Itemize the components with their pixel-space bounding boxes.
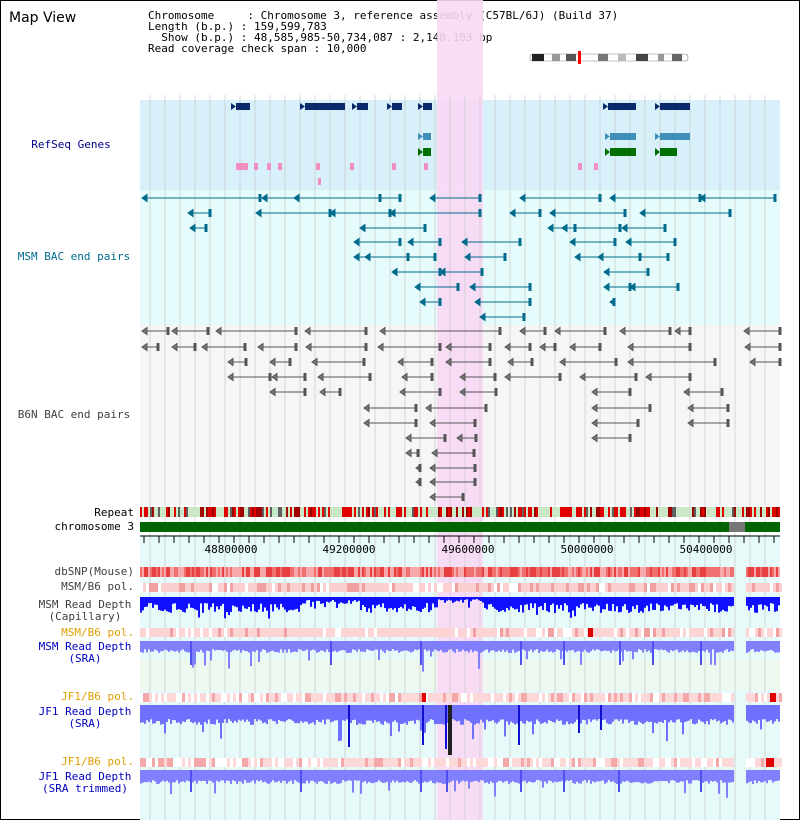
repeat-track: [140, 507, 780, 517]
refseq-genes-label[interactable]: RefSeq Genes: [31, 138, 111, 151]
position-axis: 48800000 49200000 49600000 50000000 50400000: [140, 535, 780, 556]
length-info: Length (b.p.) : 159,599,783: [148, 20, 327, 33]
chromosome-gap: [729, 522, 745, 532]
jf1-read-depth-trimmed: [140, 770, 780, 798]
axis-tick-label: 49200000: [323, 543, 376, 556]
repeat-label: Repeat: [94, 506, 134, 519]
msm-read-depth-sra: [140, 641, 780, 672]
msm-b6-pol-track: [140, 583, 782, 592]
msm-read-depth-capillary: [140, 597, 780, 619]
msm-b6-pol-sra-track: [140, 628, 782, 637]
jf1-b6-pol-track: [140, 693, 782, 702]
jf1-read-depth-sra: [140, 705, 780, 749]
dbsnp-label[interactable]: dbSNP(Mouse): [54, 565, 134, 578]
pol-hotspot: [588, 628, 593, 637]
jf1-depth-peak: [448, 705, 452, 755]
current-position-marker: [578, 51, 581, 64]
msm-bac-pairs: [141, 193, 777, 322]
coverage-span-info: Read coverage check span : 10,000: [148, 42, 367, 55]
selected-region-highlight: [437, 0, 483, 820]
region-info: Chromosome : Chromosome 3, reference ass…: [148, 10, 618, 54]
axis-tick-label: 49600000: [442, 543, 495, 556]
msm-bac-end-pairs-label[interactable]: MSM BAC end pairs: [17, 250, 131, 263]
page-title: Map View: [9, 10, 77, 26]
chromosome-ideogram: [529, 51, 689, 64]
chromosome-bar: [140, 522, 780, 532]
dbsnp-track: [140, 567, 780, 577]
jf1-read-depth-sra-label[interactable]: JF1 Read Depth (SRA): [38, 705, 132, 730]
jf1-b6-pol-trimmed-label[interactable]: JF1/B6 pol.: [61, 755, 134, 768]
msm-b6-pol-label[interactable]: MSM/B6 pol.: [61, 580, 134, 593]
msm-read-depth-sra-label[interactable]: MSM Read Depth (SRA): [38, 640, 132, 665]
jf1-b6-pol-label[interactable]: JF1/B6 pol.: [61, 690, 134, 703]
axis-tick-label: 50400000: [680, 543, 733, 556]
msm-read-depth-capillary-label[interactable]: MSM Read Depth (Capillary): [38, 598, 132, 623]
refseq-genes: [231, 103, 690, 185]
jf1-b6-pol-trimmed-track: [140, 758, 782, 767]
msm-b6-pol-sra-label[interactable]: MSM/B6 pol.: [61, 626, 134, 639]
axis-tick-label: 50000000: [561, 543, 614, 556]
axis-tick-label: 48800000: [205, 543, 258, 556]
chromosome-label: chromosome 3: [54, 520, 134, 533]
jf1-read-depth-trimmed-label[interactable]: JF1 Read Depth (SRA trimmed): [38, 770, 132, 795]
b6n-bac-end-pairs-label[interactable]: B6N BAC end pairs: [17, 408, 131, 421]
b6n-bac-pairs: [141, 326, 782, 502]
